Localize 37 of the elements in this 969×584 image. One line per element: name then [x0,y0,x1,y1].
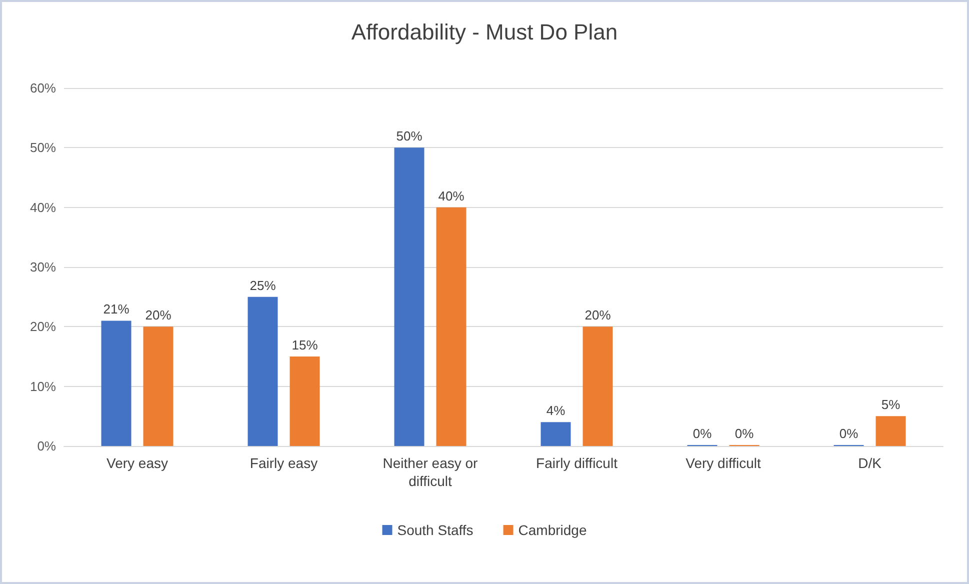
data-label: 25% [250,278,276,293]
data-label: 5% [881,397,901,412]
bar [101,320,132,446]
y-tick-label: 10% [30,378,56,394]
data-label: 0% [734,426,754,441]
data-label: 40% [438,188,465,204]
bar [436,207,466,446]
x-tick-label: Neither easy or difficult [382,455,478,489]
x-tick-label: Very easy [106,455,168,471]
data-label: 50% [396,128,423,144]
bar [876,416,906,446]
data-label: 21% [103,302,130,317]
x-tick-label: Fairly easy [250,455,318,471]
chart-title: Affordability - Must Do Plan [351,20,618,44]
y-tick-label: 20% [30,319,56,334]
x-tick-label: Very difficult [686,455,761,471]
y-tick-label: 50% [30,140,56,156]
y-tick-label: 30% [30,260,56,274]
legend-label: Cambridge [518,522,587,538]
y-tick-label: 0% [37,438,56,454]
y-tick-label: 60% [30,80,56,96]
legend-label: South Staffs [397,522,474,538]
bar [248,296,278,446]
data-label: 20% [145,308,172,323]
bar [540,422,571,446]
bar [143,326,174,446]
x-tick-label: D/K [858,455,882,471]
data-label: 4% [546,403,566,418]
x-tick-label: Fairly difficult [536,455,618,471]
data-label: 15% [292,338,318,352]
y-tick-label: 40% [30,200,56,215]
data-label: 20% [584,308,612,323]
bar [394,148,424,446]
data-label: 0% [692,426,712,441]
bar [582,326,613,446]
data-label: 0% [839,426,859,441]
bar [290,356,320,446]
